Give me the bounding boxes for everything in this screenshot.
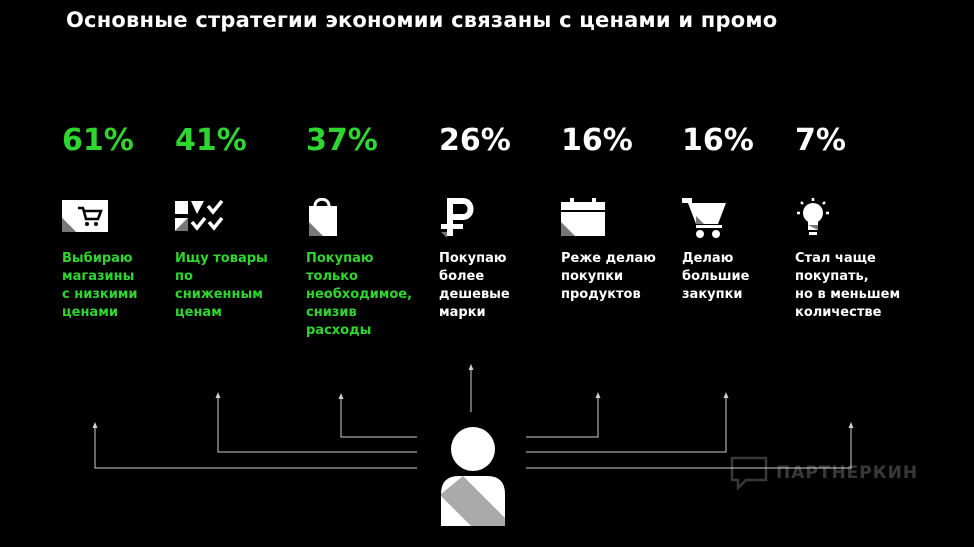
shopping-bag-icon (309, 198, 337, 236)
shopping-cart-icon (682, 198, 726, 238)
strategy-percent: 61% (62, 123, 134, 158)
strategy-percent: 41% (175, 123, 247, 158)
strategy-label: Выбираю магазины с низкими ценами (62, 251, 138, 320)
connector-line (340, 397, 417, 438)
page-title: Основные стратегии экономии связаны с це… (66, 8, 778, 32)
strategy-item: 41% Ищу товары по сниженным ценам (175, 118, 305, 320)
connector-line (217, 396, 417, 453)
connector-line (526, 426, 852, 469)
watermark-text: ПАРТНЕРКИН (776, 463, 919, 483)
strategy-label: Реже делаю покупки продуктов (561, 251, 656, 302)
strategy-label: Стал чаще покупать, но в меньшем количес… (795, 251, 901, 320)
calendar-icon (561, 198, 605, 236)
strategy-item: 16% Реже делаю покупки продуктов (561, 118, 691, 302)
strategy-percent: 37% (306, 123, 378, 158)
connector-line (526, 396, 599, 438)
strategy-label: Покупаю более дешевые марки (439, 251, 510, 320)
strategy-label: Ищу товары по сниженным ценам (175, 251, 268, 320)
strategy-label: Делаю большие закупки (682, 251, 750, 302)
discount-grid-icon (175, 199, 224, 231)
person-icon (441, 427, 505, 526)
strategy-item: 16% Делаю большие закупки (682, 118, 812, 302)
lightbulb-icon (797, 198, 829, 235)
store-cart-icon (62, 200, 108, 232)
chat-bubble-icon (730, 456, 768, 490)
strategy-item: 7% Стал чаще покупать, но в меньшем коли… (795, 118, 925, 320)
watermark: ПАРТНЕРКИН (730, 456, 918, 490)
connector-line (94, 426, 417, 469)
strategy-percent: 26% (439, 123, 511, 158)
ruble-icon (441, 198, 474, 238)
strategy-percent: 16% (682, 123, 754, 158)
strategy-label: Покупаю только необходимое, снизив расхо… (306, 251, 413, 338)
connector-line (526, 396, 727, 453)
strategy-item: 61% Выбираю магазины с низкими ценами (62, 118, 192, 320)
strategy-item: 26% Покупаю более дешевые марки (439, 118, 569, 320)
strategy-percent: 7% (795, 123, 846, 158)
strategy-percent: 16% (561, 123, 633, 158)
strategy-item: 37% Покупаю только необходимое, снизив р… (306, 118, 436, 338)
